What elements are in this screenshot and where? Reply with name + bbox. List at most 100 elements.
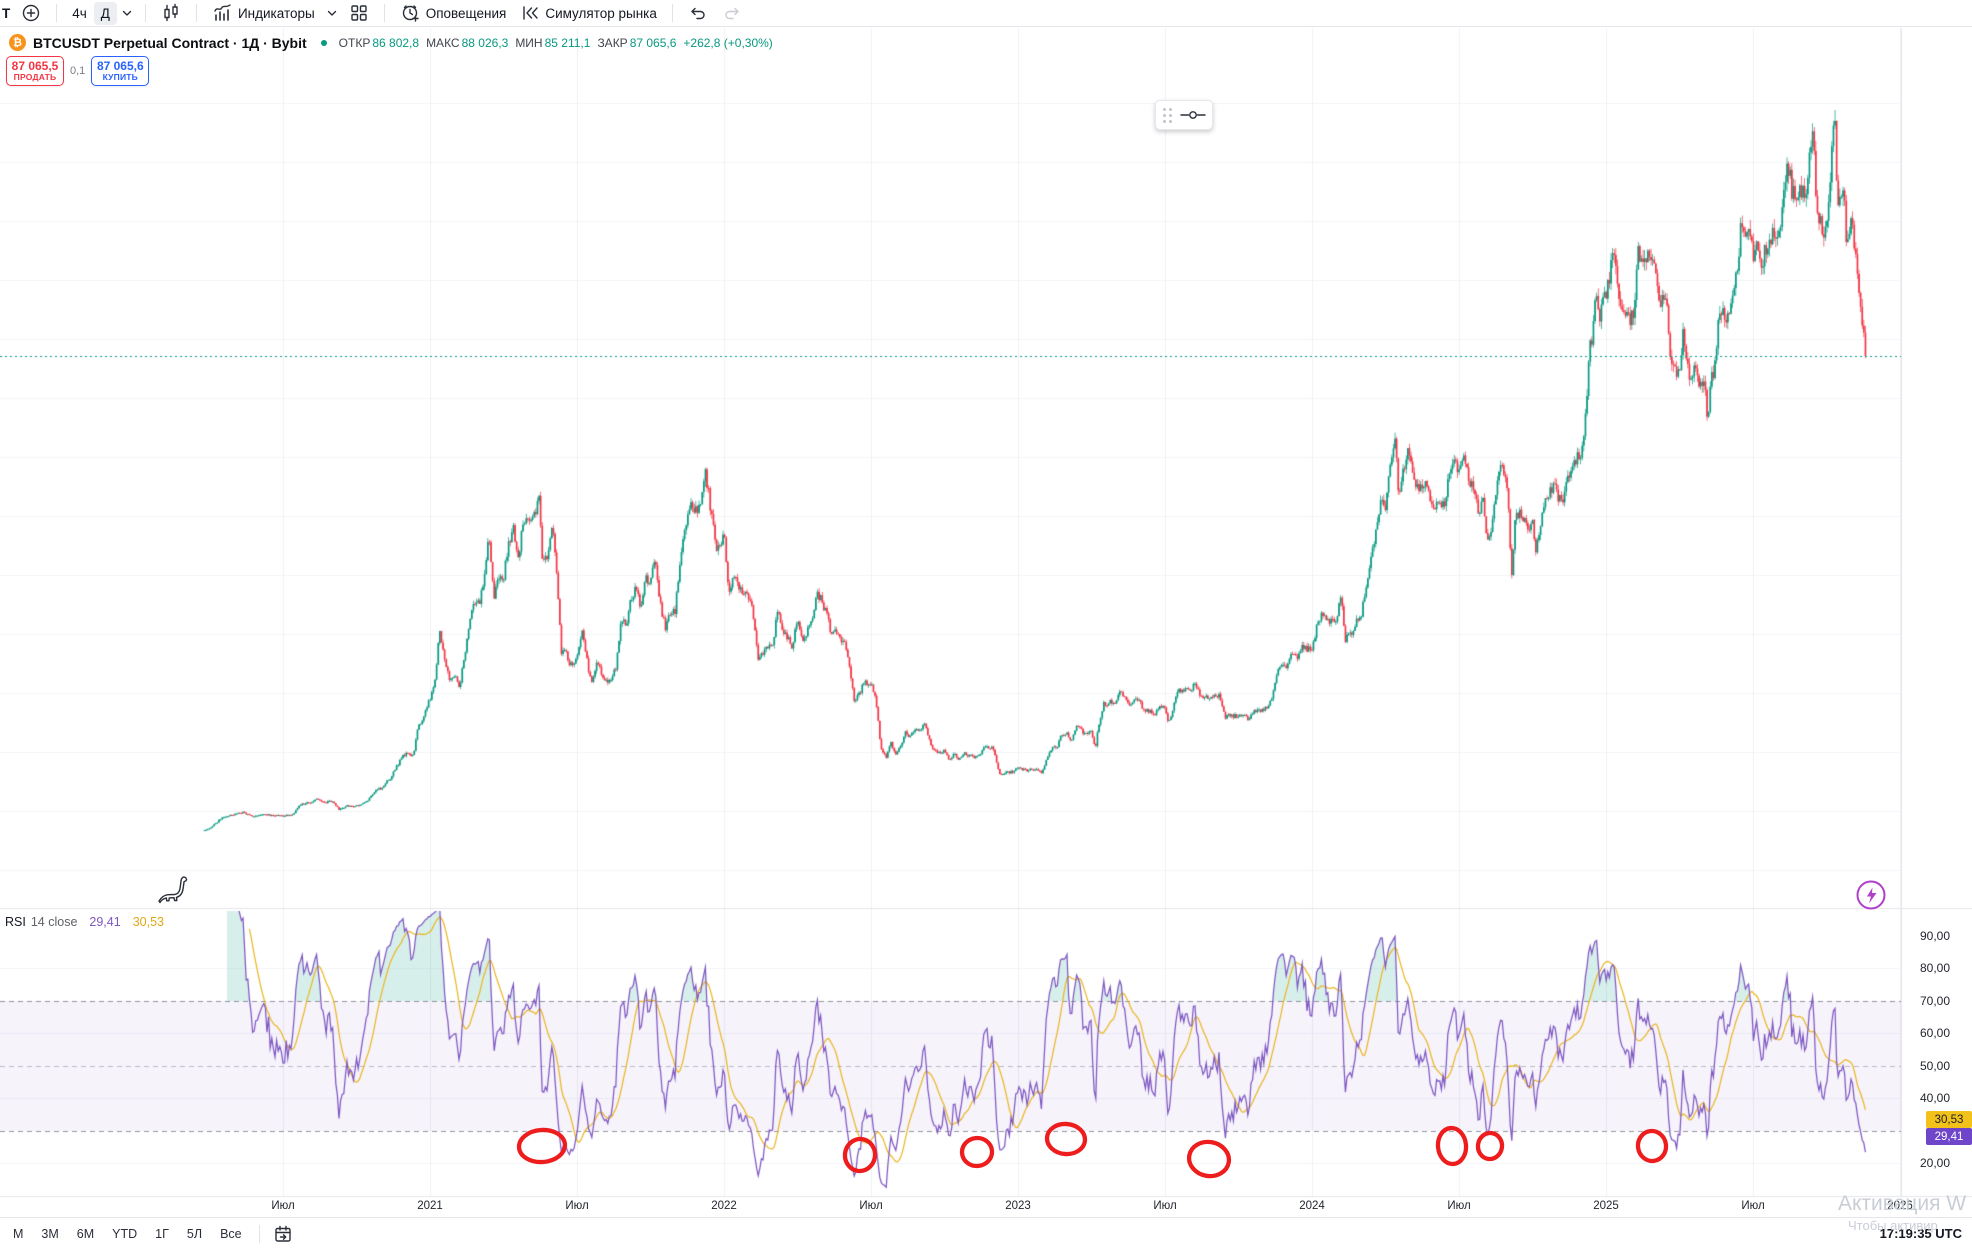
change-value: +262,8 (+0,30%) bbox=[683, 35, 773, 50]
go-to-date-button[interactable] bbox=[268, 1222, 298, 1245]
time-axis-month-label: Июл bbox=[271, 1200, 295, 1212]
toolbar-separator bbox=[56, 4, 58, 22]
alerts-label: Оповещения bbox=[425, 5, 507, 21]
high-value: 88 026,3 bbox=[461, 35, 509, 50]
trade-buttons: 87 065,5 ПРОДАТЬ 0,1 87 065,6 КУПИТЬ bbox=[6, 56, 150, 86]
windows-activation-watermark-line1: Активация W bbox=[1838, 1192, 1967, 1215]
time-axis-year-label: 2024 bbox=[1299, 1200, 1325, 1212]
dino-sticker[interactable] bbox=[157, 871, 193, 910]
symbol-search-button[interactable]: Т bbox=[2, 5, 11, 21]
time-axis-month-label: Июл bbox=[1153, 1200, 1177, 1212]
interval-1d-button[interactable]: Д bbox=[93, 1, 117, 25]
quick-trade-flash[interactable] bbox=[1854, 878, 1888, 917]
open-label: ОТКР bbox=[338, 35, 371, 50]
rsi-params: 14 close bbox=[30, 915, 78, 929]
compare-add-symbol-button[interactable] bbox=[14, 2, 48, 25]
interval-4h-button[interactable]: 4ч bbox=[72, 5, 87, 21]
rewind-icon bbox=[523, 6, 539, 20]
top-toolbar: Т 4ч Д Индикаторы Оповещения Симулятор р… bbox=[0, 0, 1972, 27]
alarm-clock-plus-icon bbox=[402, 4, 419, 22]
indicators-icon bbox=[214, 4, 231, 21]
rsi-scale-label: 80,00 bbox=[1919, 961, 1951, 976]
plus-circle-icon bbox=[23, 4, 40, 22]
rsi-scale-label: 20,00 bbox=[1919, 1156, 1951, 1171]
bottom-toolbar: М 3М 6М YTD 1Г 5Л Все 17:19:35 UTC bbox=[0, 1217, 1972, 1249]
candlestick-icon bbox=[164, 3, 178, 22]
redo-button[interactable] bbox=[715, 2, 749, 25]
time-axis-year-label: 2022 bbox=[711, 1200, 737, 1212]
chart-style-button[interactable] bbox=[154, 2, 188, 25]
undo-icon bbox=[691, 7, 705, 20]
layout-grid-button[interactable] bbox=[342, 2, 376, 25]
range-button-ytd[interactable]: YTD bbox=[112, 1226, 138, 1241]
rsi-scale-label: 90,00 bbox=[1919, 929, 1951, 943]
rsi-scale-label: 70,00 bbox=[1919, 993, 1951, 1008]
symbol-header: ₿ BTCUSDT Perpetual Contract · 1Д · Bybi… bbox=[9, 34, 780, 51]
close-value: 87 065,6 bbox=[629, 35, 677, 50]
calendar-go-to-date-icon bbox=[274, 1225, 291, 1242]
redo-icon bbox=[725, 7, 739, 20]
market-replay-label: Симулятор рынка bbox=[545, 5, 657, 21]
time-axis-year-label: 2025 bbox=[1593, 1200, 1619, 1212]
sell-label: ПРОДАТЬ bbox=[13, 71, 57, 82]
high-label: МАКС bbox=[426, 35, 460, 50]
sell-price: 87 065,5 bbox=[11, 58, 59, 73]
symbol-title[interactable]: BTCUSDT Perpetual Contract · 1Д · Bybit bbox=[33, 34, 307, 51]
range-button-1г[interactable]: 1Г bbox=[155, 1226, 169, 1241]
date-range-switcher: М 3М 6М YTD 1Г 5Л Все bbox=[4, 1224, 251, 1244]
rsi-value-price-badge: 29,41 bbox=[1926, 1128, 1972, 1145]
time-axis-month-label: Июл bbox=[859, 1200, 883, 1212]
floating-drawing-toolbar[interactable] bbox=[1155, 100, 1213, 130]
toolbar-separator bbox=[383, 4, 385, 22]
toolbar-separator bbox=[144, 4, 146, 22]
rsi-value: 29,41 bbox=[89, 915, 121, 929]
undo-button[interactable] bbox=[681, 2, 715, 25]
drag-handle-icon[interactable] bbox=[1163, 107, 1172, 123]
windows-activation-watermark-line2: Чтобы активир bbox=[1848, 1218, 1938, 1233]
rsi-indicator-legend[interactable]: RSI 14 close 29,41 30,53 bbox=[5, 915, 164, 929]
low-label: МИН bbox=[515, 35, 543, 50]
sell-button[interactable]: 87 065,5 ПРОДАТЬ bbox=[6, 56, 64, 86]
spread-value: 0,1 bbox=[70, 65, 86, 77]
time-axis-year-label: 2023 bbox=[1005, 1200, 1031, 1212]
range-button-м[interactable]: М bbox=[13, 1226, 24, 1241]
rsi-ma-price-badge: 30,53 bbox=[1926, 1111, 1972, 1128]
indicators-menu-button[interactable] bbox=[322, 2, 342, 25]
horizontal-line-tool-icon[interactable] bbox=[1178, 104, 1208, 126]
toolbar-separator bbox=[671, 4, 673, 22]
market-replay-button[interactable]: Симулятор рынка bbox=[513, 2, 664, 25]
range-button-6м[interactable]: 6М bbox=[76, 1226, 95, 1241]
buy-label: КУПИТЬ bbox=[102, 71, 138, 82]
rsi-ma-value: 30,53 bbox=[132, 915, 164, 929]
utc-clock[interactable]: 17:19:35 UTC bbox=[1879, 1226, 1962, 1241]
time-axis-year-label: 2026 bbox=[1887, 1200, 1913, 1212]
ohlc-values: ОТКР 86 802,8 МАКС 88 026,3 МИН 85 211,1… bbox=[339, 36, 780, 50]
rsi-scale-label: 50,00 bbox=[1919, 1058, 1951, 1073]
alerts-button[interactable]: Оповещения bbox=[393, 2, 514, 25]
rsi-name: RSI bbox=[5, 915, 26, 929]
low-value: 85 211,1 bbox=[544, 35, 591, 50]
time-axis-month-label: Июл bbox=[1741, 1200, 1765, 1212]
lightning-icon bbox=[1856, 880, 1886, 910]
market-status-dot-icon[interactable] bbox=[320, 39, 327, 46]
chevron-down-icon bbox=[327, 10, 336, 16]
interval-menu-button[interactable] bbox=[117, 2, 137, 25]
range-button-5л[interactable]: 5Л bbox=[186, 1226, 203, 1241]
indicators-button[interactable]: Индикаторы bbox=[205, 2, 322, 25]
grid-layout-icon bbox=[351, 5, 367, 21]
btc-logo-icon: ₿ bbox=[9, 34, 26, 51]
buy-price: 87 065,6 bbox=[96, 58, 144, 73]
chevron-down-icon bbox=[122, 10, 132, 16]
dinosaur-icon bbox=[158, 876, 188, 904]
time-axis-year-label: 2021 bbox=[417, 1200, 443, 1212]
toolbar-separator bbox=[195, 4, 197, 22]
buy-button[interactable]: 87 065,6 КУПИТЬ bbox=[91, 56, 150, 86]
time-axis-month-label: Июл bbox=[1447, 1200, 1471, 1212]
close-label: ЗАКР bbox=[597, 35, 628, 50]
toolbar-separator bbox=[258, 1224, 260, 1243]
rsi-scale-label: 40,00 bbox=[1919, 1091, 1951, 1106]
range-button-3м[interactable]: 3М bbox=[41, 1226, 59, 1241]
indicators-label: Индикаторы bbox=[237, 5, 315, 21]
range-button-все[interactable]: Все bbox=[220, 1226, 242, 1241]
